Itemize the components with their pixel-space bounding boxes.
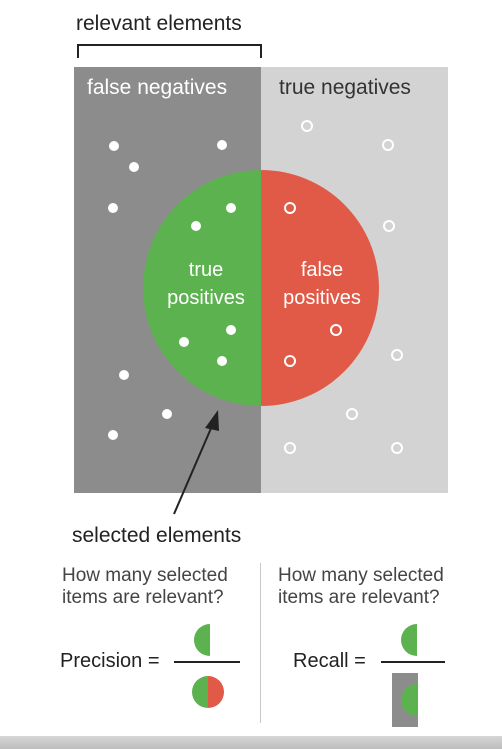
precision-fraction-bar	[174, 661, 240, 663]
false-positives-line1: false	[300, 259, 344, 281]
irrelevant-dot	[391, 442, 403, 454]
recall-denominator-half-circle-icon	[401, 684, 417, 716]
precision-question: How many selected items are relevant?	[62, 565, 228, 609]
precision-denominator-red-half-icon	[208, 676, 224, 708]
relevant-dots	[108, 140, 236, 440]
selected-elements-label: selected elements	[72, 524, 242, 547]
true-negatives-label: true negatives	[279, 76, 411, 99]
relevant-dot	[119, 370, 129, 380]
relevant-bracket	[77, 44, 262, 58]
selected-arrow-head	[205, 410, 219, 431]
relevant-dot	[109, 141, 119, 151]
irrelevant-dot	[284, 442, 296, 454]
true-positives-line2: positives	[167, 287, 245, 309]
recall-question: How many selected items are relevant?	[278, 565, 444, 609]
relevant-dot	[179, 337, 189, 347]
formula-divider	[260, 563, 261, 723]
irrelevant-dot	[382, 139, 394, 151]
recall-label: Recall =	[293, 650, 366, 672]
relevant-dot	[108, 430, 118, 440]
relevant-dot	[108, 203, 118, 213]
irrelevant-dot	[383, 220, 395, 232]
recall-fraction-bar	[381, 661, 445, 663]
irrelevant-dot	[391, 349, 403, 361]
irrelevant-dots	[284, 120, 403, 454]
irrelevant-dot	[284, 202, 296, 214]
precision-question-line2: items are relevant?	[62, 587, 224, 608]
false-positives-half-circle	[261, 170, 379, 406]
recall-question-line1: How many selected	[278, 565, 444, 586]
irrelevant-dot	[301, 120, 313, 132]
irrelevant-dot	[330, 324, 342, 336]
false-negatives-label: false negatives	[87, 76, 228, 99]
true-positives-half-circle	[143, 170, 261, 406]
false-positives-line2: positives	[283, 287, 361, 309]
irrelevant-dot	[346, 408, 358, 420]
recall-numerator-half-circle-icon	[401, 624, 417, 656]
relevant-dot	[226, 325, 236, 335]
relevant-dot	[191, 221, 201, 231]
precision-label: Precision =	[60, 650, 160, 672]
selected-arrow-line	[173, 425, 213, 515]
relevant-dot	[129, 162, 139, 172]
relevant-dot	[226, 203, 236, 213]
irrelevant-dot	[284, 355, 296, 367]
relevant-dot	[217, 140, 227, 150]
precision-numerator-half-circle-icon	[194, 624, 210, 656]
recall-question-line2: items are relevant?	[278, 587, 440, 608]
video-bottom-bar	[0, 736, 502, 749]
relevant-dot	[217, 356, 227, 366]
precision-question-line1: How many selected	[62, 565, 228, 586]
false-positives-label: false positives	[266, 256, 378, 312]
relevant-elements-label: relevant elements	[76, 12, 242, 35]
precision-denominator-green-half-icon	[192, 676, 208, 708]
true-positives-line1: true	[188, 259, 224, 281]
true-positives-label: true positives	[150, 256, 262, 312]
relevant-dot	[162, 409, 172, 419]
